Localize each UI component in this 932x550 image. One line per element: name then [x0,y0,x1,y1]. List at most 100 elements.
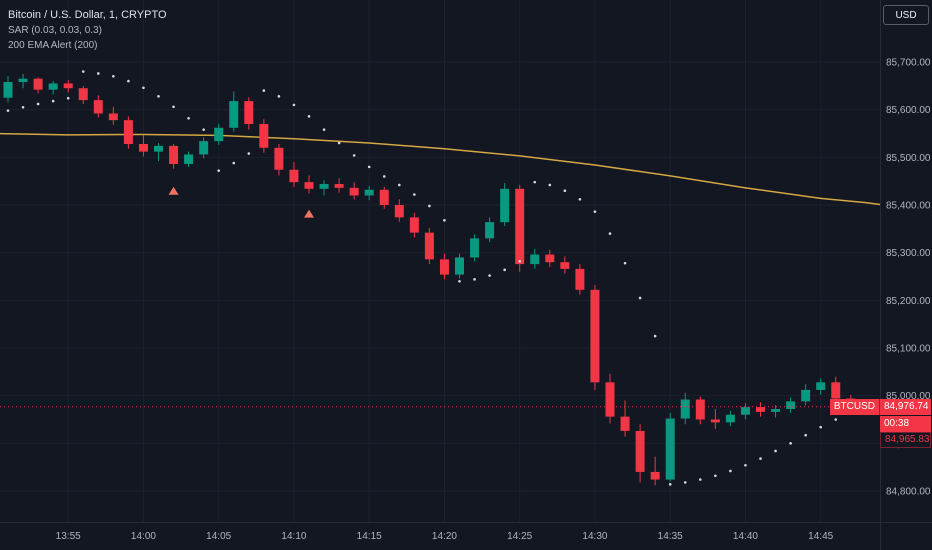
alert-markers-layer [168,186,314,218]
price-tick-label: 85,600.00 [886,105,931,116]
candle-body [289,169,299,183]
sar-dot [217,169,220,172]
symbol-label: BTCUSD [829,399,880,415]
candle-body [48,83,58,90]
price-tick-label: 84,800.00 [886,487,931,498]
currency-unit-button[interactable]: USD [883,5,929,25]
candle-body [184,154,194,165]
sar-dot [367,165,371,169]
sar-dot [97,72,100,75]
candle-body [545,254,555,263]
candle-body [831,382,841,399]
candle-body [816,382,826,390]
sar-dot [653,334,657,338]
candle-body [665,418,675,480]
sar-dot [789,442,792,445]
candle-body [108,113,118,121]
candle-body [63,83,73,89]
sar-dot [759,457,762,460]
candles-layer [3,73,856,486]
symbol-title[interactable]: Bitcoin / U.S. Dollar, 1, CRYPTO [8,9,167,21]
sar-dot [458,279,461,283]
candle-body [590,289,600,383]
candle-body [485,222,495,239]
sar-dot [6,109,10,112]
candle-body [3,82,13,98]
candle-body [635,430,645,472]
time-tick-label: 14:40 [733,531,758,542]
sar-dot [774,449,777,453]
sar-dot [428,204,431,208]
candle-body [123,120,133,144]
candle-body [334,184,344,188]
candle-body [259,123,269,148]
sar-dot [202,128,205,131]
sar-dot [473,278,476,281]
candle-body [93,100,103,114]
candle-body [409,217,419,233]
time-tick-label: 14:25 [507,531,532,542]
time-tick-label: 13:55 [56,531,81,542]
sar-dot [51,99,55,103]
candle-body [680,399,690,419]
sar-dot [36,102,40,106]
candle-body [620,416,630,431]
sar-dot [518,259,521,263]
sar-dot [337,141,341,145]
sar-dot [563,189,567,192]
sar-dot [277,95,281,98]
candle-body [725,414,735,423]
candle-body [18,78,28,83]
candle-body [786,401,796,410]
time-tick-label: 14:20 [432,531,457,542]
sar-dot [804,433,807,437]
sar-dot [668,483,672,486]
indicator-ema-label[interactable]: 200 EMA Alert (200) [8,40,98,51]
candle-body [274,147,284,170]
sar-dot [683,481,687,484]
candle-body [199,141,209,155]
candle-body [304,182,314,189]
sar-dot [21,105,25,109]
time-axis[interactable] [0,522,880,550]
candle-body [740,407,750,415]
sar-value-badge: 84,965.83 [880,432,931,448]
last-price-value: 84,976.74 [880,399,931,415]
candle-body [560,262,570,269]
price-tick-label: 85,400.00 [886,201,931,212]
candle-body [214,127,224,142]
last-price-badge: BTCUSD 84,976.74 [829,399,931,415]
candle-body [138,143,148,152]
time-tick-label: 14:15 [357,531,382,542]
candle-body [710,419,720,423]
candle-body [801,389,811,402]
sar-dot [157,95,160,98]
sar-dot [292,103,296,107]
candle-body [771,409,781,412]
candle-body [379,189,389,205]
candle-body [33,78,43,90]
candle-body [575,268,585,290]
candle-body [364,189,374,196]
candle-body [756,407,765,412]
sar-dot [81,70,85,73]
sar-dots-layer [6,70,853,486]
price-tick-label: 85,200.00 [886,296,931,307]
sar-dot [819,425,822,429]
sar-dot [699,478,702,481]
indicator-sar-label[interactable]: SAR (0.03, 0.03, 0.3) [8,25,102,36]
candle-body [424,232,434,260]
candle-body [244,101,254,124]
sar-dot [503,268,506,272]
sar-dot [623,261,627,265]
sar-dot [578,197,582,201]
price-tick-label: 85,100.00 [886,344,931,355]
sar-dot [443,218,446,222]
sar-dot [398,183,401,187]
sar-dot [729,469,732,473]
time-tick-label: 14:10 [281,531,306,542]
sar-dot [638,296,642,300]
